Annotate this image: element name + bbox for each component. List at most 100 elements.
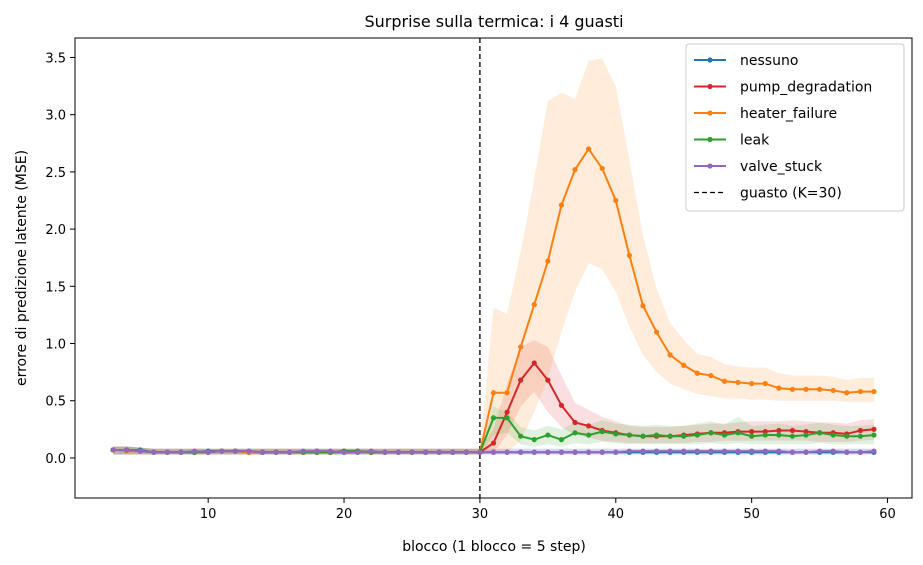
point-valve_stuck bbox=[450, 449, 456, 455]
legend-frame bbox=[685, 43, 905, 212]
point-leak bbox=[735, 430, 741, 436]
legend-marker bbox=[707, 83, 713, 90]
point-leak bbox=[518, 433, 524, 439]
point-heater_failure bbox=[681, 362, 687, 368]
y-tick-label: 0.0 bbox=[45, 452, 66, 467]
legend: nessuno pump_degradation heater_failurelea… bbox=[685, 43, 905, 212]
y-tick-label: 0.5 bbox=[45, 395, 66, 410]
point-leak bbox=[749, 433, 755, 439]
point-pump_degradation bbox=[749, 429, 755, 435]
point-valve_stuck bbox=[314, 448, 320, 454]
x-tick-label: 60 bbox=[879, 507, 896, 522]
point-valve_stuck bbox=[287, 449, 293, 455]
point-leak bbox=[844, 433, 850, 439]
point-leak bbox=[667, 433, 673, 439]
point-pump_degradation bbox=[504, 409, 510, 415]
point-heater_failure bbox=[708, 372, 714, 379]
point-heater_failure bbox=[613, 197, 619, 204]
point-valve_stuck bbox=[586, 449, 592, 455]
legend-label: pump_degradation bbox=[740, 80, 872, 96]
point-heater_failure bbox=[490, 390, 497, 396]
point-valve_stuck bbox=[246, 448, 252, 454]
point-pump_degradation bbox=[490, 440, 497, 446]
point-leak bbox=[789, 433, 796, 439]
point-valve_stuck bbox=[708, 448, 714, 454]
point-valve_stuck bbox=[422, 449, 429, 455]
legend-marker bbox=[707, 163, 713, 169]
point-leak bbox=[504, 415, 510, 421]
point-valve_stuck bbox=[844, 449, 850, 455]
legend-label: leak bbox=[740, 133, 770, 149]
point-heater_failure bbox=[721, 378, 728, 384]
point-valve_stuck bbox=[504, 449, 510, 455]
legend-label: guasto (K=30) bbox=[740, 186, 842, 202]
point-leak bbox=[545, 432, 551, 438]
y-tick-label: 2.0 bbox=[45, 223, 66, 238]
point-heater_failure bbox=[558, 202, 565, 208]
point-valve_stuck bbox=[368, 448, 374, 454]
point-leak bbox=[626, 432, 632, 438]
point-pump_degradation bbox=[545, 377, 551, 383]
point-pump_degradation bbox=[518, 377, 524, 383]
point-leak bbox=[803, 432, 809, 438]
band-pump_degradation bbox=[113, 340, 874, 455]
point-valve_stuck bbox=[789, 449, 796, 455]
point-pump_degradation bbox=[558, 402, 565, 408]
point-leak bbox=[490, 415, 497, 421]
point-heater_failure bbox=[694, 370, 700, 376]
point-leak bbox=[857, 433, 863, 439]
point-valve_stuck bbox=[191, 448, 198, 454]
point-valve_stuck bbox=[151, 449, 157, 455]
point-valve_stuck bbox=[817, 448, 823, 454]
y-axis: 0.0 0.5 1.0 1.5 2.0 2.5 3.0 3.5 bbox=[45, 51, 75, 467]
point-pump_degradation bbox=[857, 427, 863, 434]
x-tick-label: 40 bbox=[608, 507, 625, 522]
plot-frame bbox=[74, 37, 913, 499]
point-valve_stuck bbox=[124, 447, 130, 453]
point-leak bbox=[817, 430, 823, 436]
y-axis-label: errore di predizione latente (MSE) bbox=[14, 150, 30, 386]
point-leak bbox=[586, 432, 592, 438]
x-tick-label: 20 bbox=[336, 507, 353, 522]
point-pump_degradation bbox=[789, 427, 796, 434]
y-tick-label: 2.5 bbox=[45, 166, 66, 181]
point-pump_degradation bbox=[776, 427, 782, 434]
point-valve_stuck bbox=[640, 448, 646, 454]
point-valve_stuck bbox=[626, 448, 632, 454]
point-pump_degradation bbox=[586, 423, 592, 429]
point-valve_stuck bbox=[572, 449, 578, 455]
point-leak bbox=[762, 432, 768, 438]
point-heater_failure bbox=[545, 258, 551, 264]
legend-marker bbox=[707, 110, 713, 116]
point-leak bbox=[599, 429, 605, 435]
point-valve_stuck bbox=[871, 448, 877, 454]
point-valve_stuck bbox=[613, 449, 619, 455]
point-valve_stuck bbox=[477, 449, 483, 455]
x-tick-label: 50 bbox=[743, 507, 760, 522]
point-valve_stuck bbox=[463, 449, 469, 455]
x-tick-label: 30 bbox=[472, 507, 489, 522]
point-valve_stuck bbox=[694, 448, 700, 454]
y-tick-label: 1.0 bbox=[45, 338, 66, 353]
point-heater_failure bbox=[749, 380, 755, 387]
point-leak bbox=[572, 430, 578, 436]
point-valve_stuck bbox=[762, 448, 768, 454]
point-heater_failure bbox=[599, 165, 605, 172]
point-valve_stuck bbox=[857, 449, 863, 455]
point-pump_degradation bbox=[531, 360, 537, 366]
point-valve_stuck bbox=[681, 448, 687, 454]
point-valve_stuck bbox=[667, 448, 673, 454]
x-axis-label: blocco (1 blocco = 5 step) bbox=[402, 539, 586, 555]
point-heater_failure bbox=[640, 303, 646, 309]
point-valve_stuck bbox=[300, 448, 306, 454]
point-valve_stuck bbox=[259, 449, 266, 455]
point-valve_stuck bbox=[137, 448, 143, 454]
point-heater_failure bbox=[735, 379, 741, 386]
point-leak bbox=[531, 437, 537, 443]
point-valve_stuck bbox=[735, 448, 741, 454]
point-leak bbox=[871, 432, 877, 438]
point-valve_stuck bbox=[436, 449, 442, 455]
point-valve_stuck bbox=[490, 449, 497, 455]
point-valve_stuck bbox=[110, 447, 116, 453]
point-valve_stuck bbox=[558, 449, 565, 455]
